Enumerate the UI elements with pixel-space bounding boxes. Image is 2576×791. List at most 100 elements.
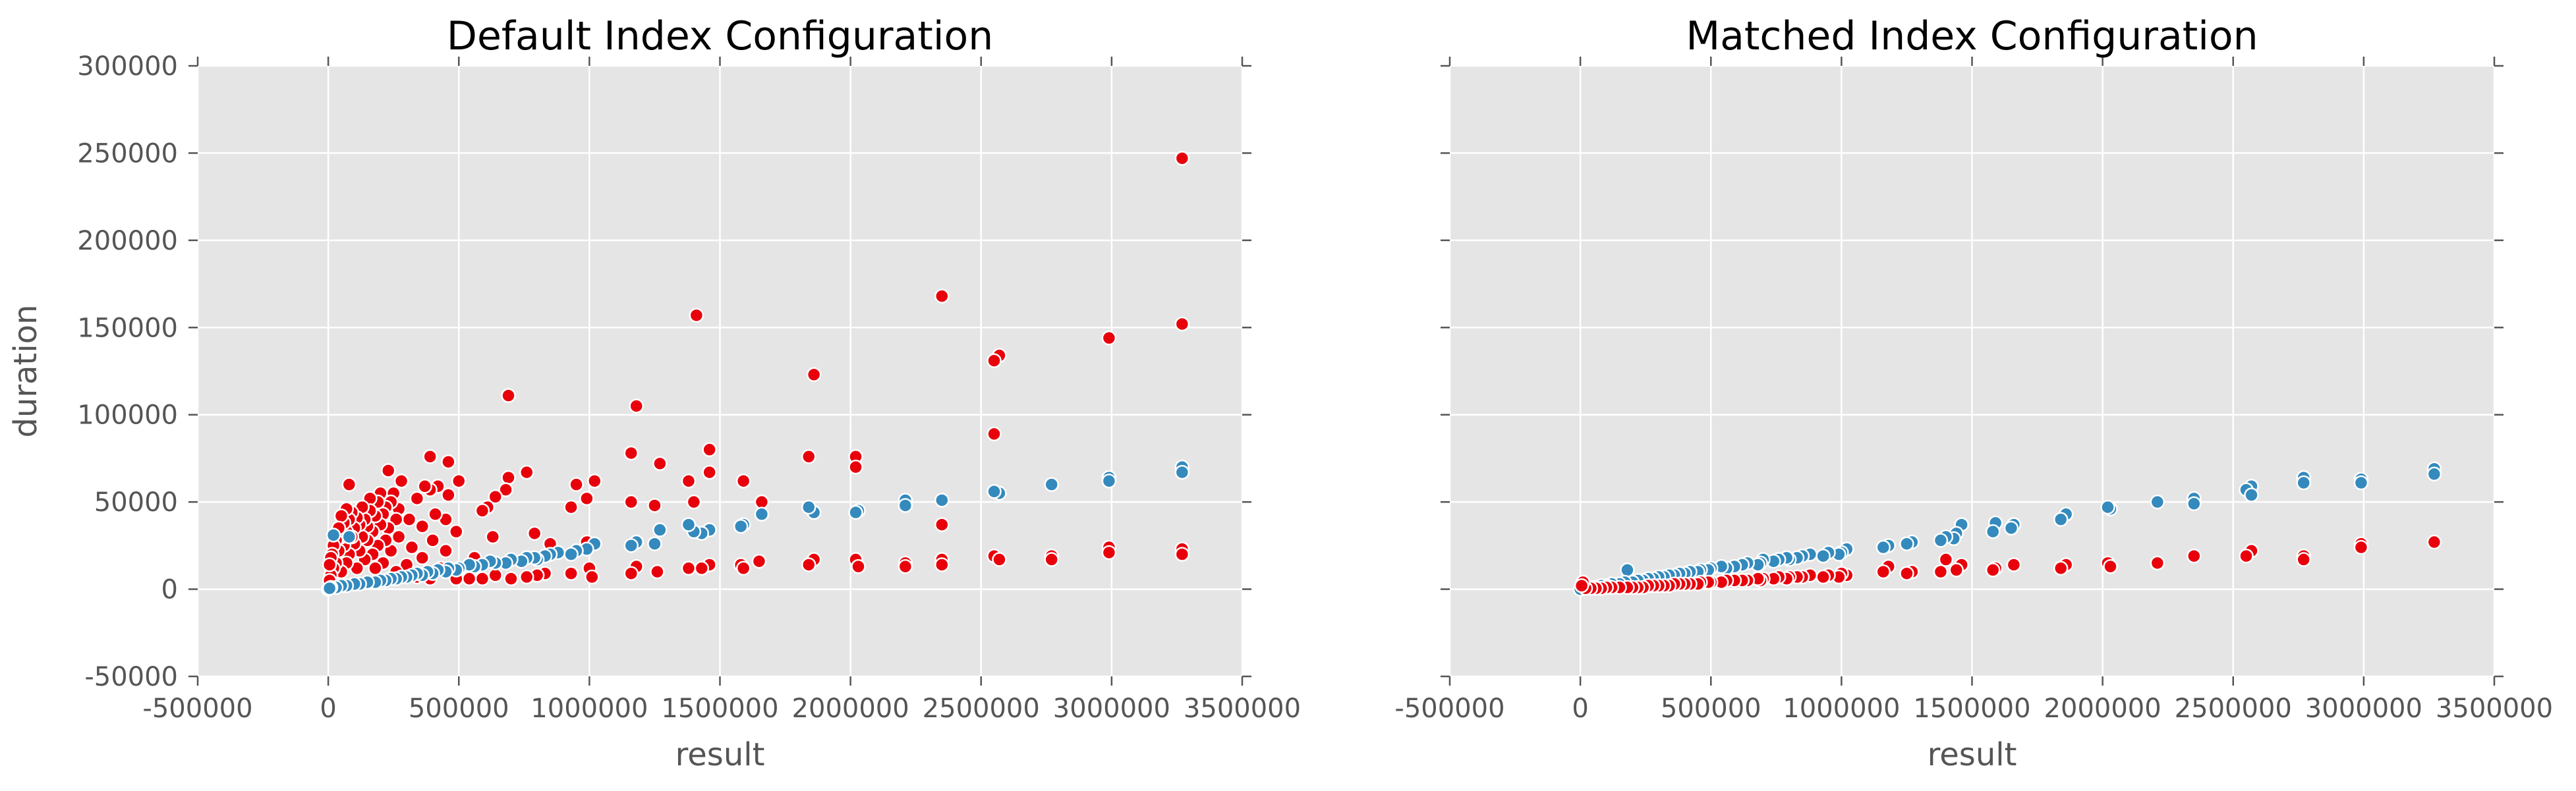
left-data-point bbox=[898, 559, 913, 574]
left-data-point bbox=[681, 474, 697, 489]
right-data-point bbox=[1933, 533, 1949, 548]
left-data-point bbox=[393, 474, 409, 489]
left-data-point bbox=[934, 517, 950, 532]
right-data-point bbox=[1949, 562, 1964, 578]
left-data-point bbox=[1174, 464, 1190, 480]
left-data-point bbox=[415, 518, 430, 534]
left-data-point bbox=[438, 543, 453, 559]
left-data-point bbox=[569, 477, 584, 492]
left-data-point bbox=[474, 503, 490, 518]
left-data-point bbox=[498, 482, 513, 497]
right-data-point bbox=[2244, 487, 2259, 503]
left-data-point bbox=[409, 491, 425, 506]
left-data-point bbox=[519, 569, 534, 585]
left-x-tick-label: 2000000 bbox=[792, 694, 909, 724]
left-data-point bbox=[702, 464, 717, 480]
right-data-point bbox=[2353, 539, 2369, 555]
left-data-point bbox=[647, 536, 662, 551]
right-data-point bbox=[1899, 536, 1914, 551]
left-x-tick-label: 3000000 bbox=[1053, 694, 1170, 724]
left-data-point bbox=[647, 498, 662, 513]
left-data-point bbox=[987, 353, 1002, 368]
left-y-axis-label: duration bbox=[7, 305, 44, 438]
left-data-point bbox=[579, 491, 594, 506]
right-x-tick-label: 500000 bbox=[1661, 694, 1761, 724]
left-y-tick-label: 50000 bbox=[94, 487, 178, 518]
left-data-point bbox=[735, 474, 751, 489]
left-data-point bbox=[527, 526, 542, 541]
left-data-point bbox=[754, 506, 770, 522]
right-data-point bbox=[1875, 564, 1891, 580]
left-data-point bbox=[801, 499, 816, 515]
right-data-point bbox=[2006, 557, 2022, 572]
right-data-point bbox=[2053, 560, 2069, 576]
left-data-point bbox=[992, 552, 1007, 567]
left-data-point bbox=[563, 566, 579, 581]
left-data-point bbox=[751, 553, 767, 569]
left-data-point bbox=[681, 560, 697, 576]
left-data-point bbox=[898, 498, 913, 513]
left-data-point bbox=[686, 494, 702, 510]
left-y-tick-label: 100000 bbox=[77, 400, 178, 431]
left-data-point bbox=[425, 533, 440, 548]
left-data-point bbox=[801, 557, 816, 572]
left-y-tick-label: -50000 bbox=[84, 662, 178, 692]
left-data-point bbox=[415, 550, 430, 566]
right-data-point bbox=[2150, 494, 2165, 510]
right-data-point bbox=[1816, 569, 1831, 585]
right-data-point bbox=[1899, 566, 1914, 581]
right-data-point bbox=[1816, 548, 1831, 564]
right-data-point bbox=[2296, 475, 2311, 491]
left-data-point bbox=[451, 474, 467, 489]
left-data-point bbox=[485, 529, 501, 545]
left-data-point bbox=[422, 449, 438, 464]
right-data-point bbox=[2053, 512, 2069, 527]
left-data-point bbox=[801, 449, 816, 464]
left-data-point bbox=[417, 479, 432, 494]
right-data-point bbox=[2187, 548, 2202, 564]
left-data-point bbox=[806, 367, 822, 383]
right-x-tick-label: 0 bbox=[1572, 694, 1588, 724]
left-x-axis-label: result bbox=[675, 736, 765, 773]
left-y-tick-label: 250000 bbox=[77, 138, 178, 169]
left-data-point bbox=[449, 524, 464, 539]
right-data-point bbox=[2353, 475, 2369, 491]
right-data-point bbox=[2239, 548, 2254, 564]
right-x-tick-label: 1500000 bbox=[1913, 694, 2030, 724]
left-data-point bbox=[441, 454, 456, 470]
left-data-point bbox=[441, 487, 456, 503]
right-data-point bbox=[2187, 496, 2202, 512]
left-data-point bbox=[1044, 477, 1059, 492]
left-data-point bbox=[848, 459, 863, 475]
right-x-tick-label: -500000 bbox=[1394, 694, 1504, 724]
left-data-point bbox=[754, 494, 770, 510]
right-x-tick-label: 3000000 bbox=[2305, 694, 2422, 724]
left-data-point bbox=[1174, 316, 1190, 332]
right-data-point bbox=[2103, 559, 2118, 574]
right-x-tick-label: 2000000 bbox=[2044, 694, 2161, 724]
right-data-point bbox=[1933, 564, 1949, 580]
left-data-point bbox=[623, 445, 639, 461]
left-data-point bbox=[488, 568, 503, 583]
left-data-point bbox=[623, 538, 639, 553]
left-data-point bbox=[623, 494, 639, 510]
right-data-point bbox=[1574, 578, 1589, 593]
right-x-axis-label: result bbox=[1928, 736, 2017, 773]
left-data-point bbox=[563, 547, 579, 562]
left-data-point bbox=[326, 528, 341, 543]
right-data-point bbox=[2426, 534, 2442, 550]
left-data-point bbox=[381, 463, 396, 478]
left-data-point bbox=[1101, 545, 1117, 560]
right-data-point bbox=[1938, 552, 1954, 567]
left-x-tick-label: 3500000 bbox=[1184, 694, 1301, 724]
left-data-point bbox=[563, 499, 579, 515]
right-points bbox=[1572, 461, 2442, 597]
right-data-point bbox=[1875, 539, 1891, 555]
left-data-point bbox=[702, 442, 717, 457]
left-data-point bbox=[987, 484, 1002, 499]
right-x-tick-label: 3500000 bbox=[2436, 694, 2553, 724]
right-data-point bbox=[1985, 562, 2001, 578]
left-data-point bbox=[689, 308, 704, 323]
left-data-point bbox=[987, 426, 1002, 442]
left-scatter-panel: -500000 0 500000 1000000 1500000 2000000 25000… bbox=[7, 13, 1301, 773]
